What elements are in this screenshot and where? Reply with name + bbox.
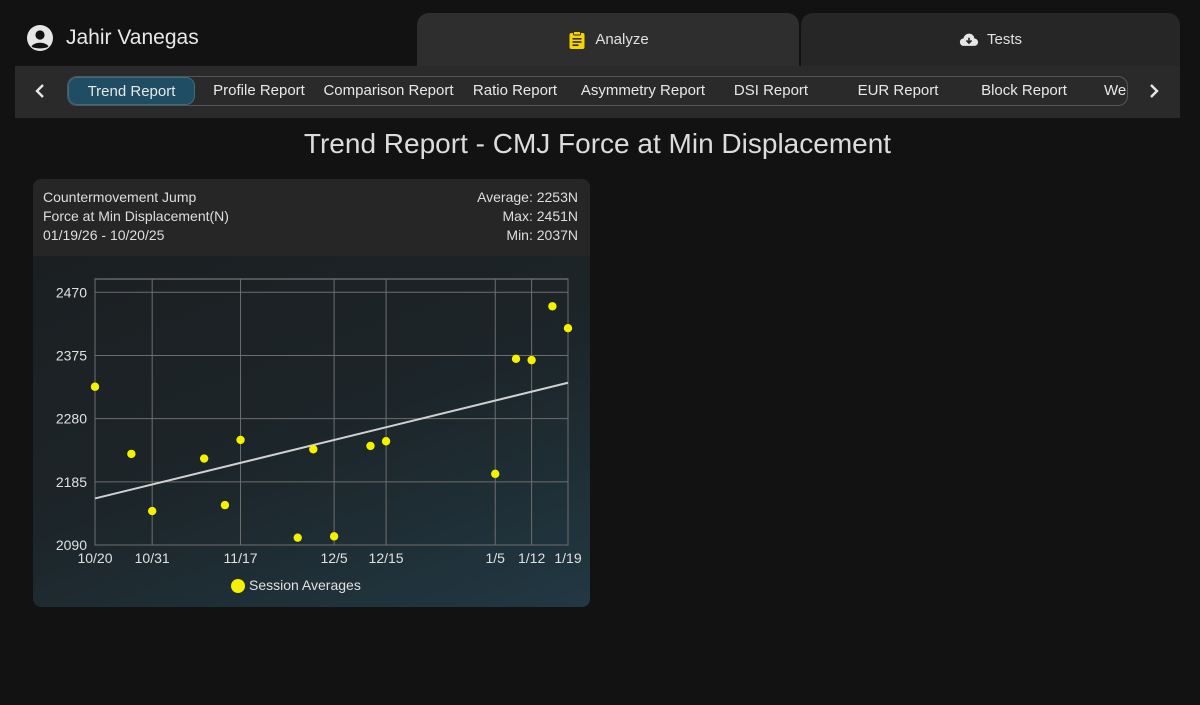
session-average-point <box>293 533 302 542</box>
session-average-point <box>381 437 391 446</box>
metric-name: Force at Min Displacement(N) <box>43 208 229 224</box>
x-tick-label: 12/15 <box>369 550 404 566</box>
tab-block-report[interactable]: Block Report <box>981 82 1067 99</box>
date-range: 01/19/26 - 10/20/25 <box>43 227 165 243</box>
session-average-point <box>220 500 230 510</box>
legend-marker <box>231 579 245 593</box>
tab-ratio-report[interactable]: Ratio Report <box>472 82 558 99</box>
tab-comparison-report[interactable]: Comparison Report <box>323 82 454 99</box>
plot-area-frame <box>94 278 569 546</box>
y-tick-label: 2090 <box>56 537 87 553</box>
session-average-point <box>147 506 157 516</box>
tab-profile-report[interactable]: Profile Report <box>213 82 305 99</box>
x-tick-label: 1/5 <box>485 550 505 566</box>
stat-max: Max: 2451N <box>502 208 578 224</box>
x-tick-label: 12/5 <box>320 550 347 566</box>
x-tick-label: 1/19 <box>554 550 581 566</box>
chart-card-header: Countermovement Jump Force at Min Displa… <box>33 179 590 256</box>
legend-label: Session Averages <box>249 577 361 593</box>
tab-analyze[interactable]: Analyze <box>417 13 799 66</box>
session-average-point <box>548 302 557 311</box>
user-avatar-icon[interactable] <box>26 24 54 52</box>
x-tick-label: 1/12 <box>518 550 545 566</box>
user-name: Jahir Vanegas <box>66 26 199 49</box>
session-average-point <box>527 355 536 365</box>
session-average-point <box>127 449 136 459</box>
scroll-left-button[interactable] <box>27 78 53 104</box>
session-average-point <box>491 469 500 479</box>
tab-tests[interactable]: Tests <box>801 13 1180 66</box>
scroll-right-button[interactable] <box>1141 78 1167 104</box>
session-average-point <box>90 382 100 391</box>
cloud-download-icon <box>959 33 979 46</box>
session-average-point <box>511 354 521 363</box>
user-header: Jahir Vanegas <box>26 24 199 52</box>
tab-weekly-report[interactable]: Weekly Report <box>1104 82 1127 99</box>
page-title: Trend Report - CMJ Force at Min Displace… <box>303 128 892 159</box>
report-tabs: Trend Report Profile Report Comparison R… <box>67 76 1128 106</box>
y-tick-label: 2470 <box>56 284 87 300</box>
x-tick-label: 10/20 <box>77 550 112 566</box>
tab-analyze-label: Analyze <box>595 31 649 48</box>
session-average-point <box>563 324 573 333</box>
session-average-point <box>199 454 209 463</box>
tab-dsi-report[interactable]: DSI Report <box>733 82 809 99</box>
clipboard-icon <box>569 30 585 49</box>
trend-line <box>94 381 569 500</box>
stat-min: Min: 2037N <box>506 227 578 243</box>
tab-trend-report[interactable]: Trend Report <box>68 77 195 105</box>
x-tick-label: 10/31 <box>135 550 170 566</box>
session-average-point <box>329 532 339 541</box>
y-tick-label: 2185 <box>56 474 87 490</box>
stat-average: Average: 2253N <box>477 189 578 205</box>
tab-eur-report[interactable]: EUR Report <box>857 82 939 99</box>
y-tick-label: 2375 <box>56 347 87 363</box>
report-navbar: Trend Report Profile Report Comparison R… <box>15 66 1180 118</box>
tab-tests-label: Tests <box>986 31 1022 48</box>
trend-chart-card: Countermovement Jump Force at Min Displa… <box>33 179 590 607</box>
session-average-point <box>236 435 245 445</box>
tab-asymmetry-report[interactable]: Asymmetry Report <box>580 82 706 99</box>
chevron-left-icon <box>35 84 44 98</box>
test-name: Countermovement Jump <box>43 189 197 205</box>
trend-scatter-chart: 2090 2185 2280 2375 2470 10/20 10/31 11/17 12/5 1… <box>56 278 582 593</box>
session-average-point <box>366 441 375 451</box>
x-tick-label: 11/17 <box>224 550 258 566</box>
chevron-right-icon <box>1150 84 1159 98</box>
session-average-point <box>309 445 318 454</box>
y-tick-label: 2280 <box>56 411 87 427</box>
